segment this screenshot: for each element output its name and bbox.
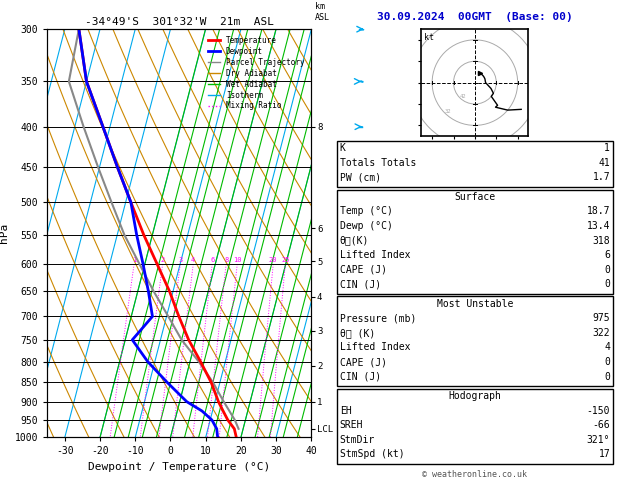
Text: Hodograph: Hodograph — [448, 391, 501, 401]
Text: Temp (°C): Temp (°C) — [340, 207, 392, 216]
Legend: Temperature, Dewpoint, Parcel Trajectory, Dry Adiabat, Wet Adiabat, Isotherm, Mi: Temperature, Dewpoint, Parcel Trajectory… — [205, 33, 308, 114]
Text: 6: 6 — [604, 250, 610, 260]
Text: CAPE (J): CAPE (J) — [340, 357, 387, 367]
Text: Totals Totals: Totals Totals — [340, 158, 416, 168]
Text: 0: 0 — [604, 279, 610, 289]
Text: 8: 8 — [224, 257, 228, 263]
Text: 0: 0 — [604, 265, 610, 275]
Text: 32: 32 — [445, 108, 452, 114]
Text: θᴄ(K): θᴄ(K) — [340, 236, 369, 245]
Text: kt: kt — [423, 34, 433, 42]
Text: Pressure (mb): Pressure (mb) — [340, 313, 416, 323]
Text: 318: 318 — [593, 236, 610, 245]
Text: 1: 1 — [132, 257, 136, 263]
Text: θᴄ (K): θᴄ (K) — [340, 328, 375, 338]
Text: EH: EH — [340, 406, 352, 416]
Text: Dewp (°C): Dewp (°C) — [340, 221, 392, 231]
Text: 17: 17 — [598, 450, 610, 459]
Text: 1: 1 — [604, 143, 610, 153]
Text: K: K — [340, 143, 345, 153]
Text: Lifted Index: Lifted Index — [340, 343, 410, 352]
Text: -150: -150 — [587, 406, 610, 416]
Text: CAPE (J): CAPE (J) — [340, 265, 387, 275]
Text: 42: 42 — [460, 94, 467, 99]
Text: 20: 20 — [269, 257, 277, 263]
Text: 6: 6 — [210, 257, 214, 263]
Text: 18.7: 18.7 — [587, 207, 610, 216]
Text: 0: 0 — [604, 357, 610, 367]
Title: -34°49'S  301°32'W  21m  ASL: -34°49'S 301°32'W 21m ASL — [85, 17, 274, 27]
Text: 322: 322 — [593, 328, 610, 338]
Text: 13.4: 13.4 — [587, 221, 610, 231]
Text: StmDir: StmDir — [340, 435, 375, 445]
Text: 30.09.2024  00GMT  (Base: 00): 30.09.2024 00GMT (Base: 00) — [377, 12, 573, 22]
Text: CIN (J): CIN (J) — [340, 279, 381, 289]
Text: Most Unstable: Most Unstable — [437, 299, 513, 309]
Text: 321°: 321° — [587, 435, 610, 445]
Text: 25: 25 — [281, 257, 289, 263]
Text: PW (cm): PW (cm) — [340, 173, 381, 182]
Text: © weatheronline.co.uk: © weatheronline.co.uk — [423, 469, 527, 479]
Text: 4: 4 — [604, 343, 610, 352]
Text: CIN (J): CIN (J) — [340, 372, 381, 382]
Text: 975: 975 — [593, 313, 610, 323]
Text: 4: 4 — [191, 257, 196, 263]
Text: km
ASL: km ASL — [314, 2, 330, 22]
Text: 1.7: 1.7 — [593, 173, 610, 182]
Text: -66: -66 — [593, 420, 610, 430]
Text: 3: 3 — [178, 257, 182, 263]
Text: StmSpd (kt): StmSpd (kt) — [340, 450, 404, 459]
Y-axis label: hPa: hPa — [0, 223, 9, 243]
Text: 10: 10 — [233, 257, 242, 263]
X-axis label: Dewpoint / Temperature (°C): Dewpoint / Temperature (°C) — [88, 462, 270, 472]
Text: Surface: Surface — [454, 192, 496, 202]
Text: 0: 0 — [604, 372, 610, 382]
Text: SREH: SREH — [340, 420, 363, 430]
Text: 2: 2 — [160, 257, 165, 263]
Text: Lifted Index: Lifted Index — [340, 250, 410, 260]
Text: 41: 41 — [598, 158, 610, 168]
